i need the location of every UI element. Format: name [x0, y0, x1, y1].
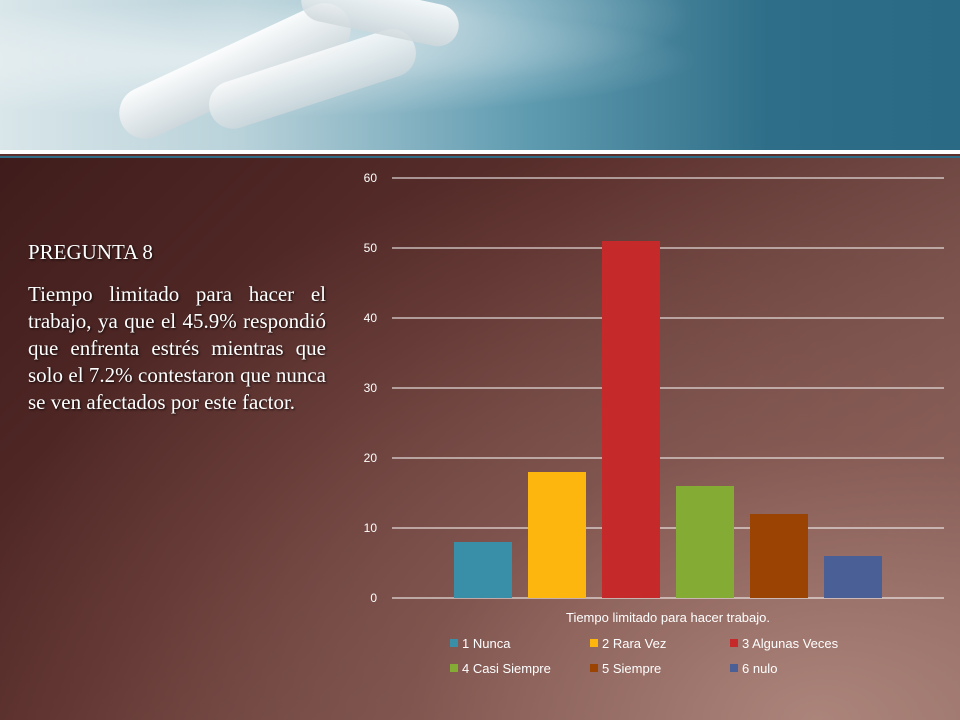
legend-swatch: [590, 664, 598, 672]
banner-divider: [0, 150, 960, 154]
y-tick-label: 20: [364, 451, 378, 465]
y-tick-label: 10: [364, 521, 378, 535]
legend-label: 4 Casi Siempre: [462, 661, 551, 676]
chart-gridlines: [392, 177, 944, 599]
bar-6: [824, 556, 882, 598]
legend-swatch: [450, 639, 458, 647]
legend-label: 3 Algunas Veces: [742, 636, 839, 651]
legend-label: 2 Rara Vez: [602, 636, 666, 651]
bar-1: [454, 542, 512, 598]
x-axis-label: Tiempo limitado para hacer trabajo.: [566, 610, 770, 625]
slide-background: [0, 158, 960, 720]
bar-4: [676, 486, 734, 598]
y-tick-label: 50: [364, 241, 378, 255]
legend-label: 1 Nunca: [462, 636, 511, 651]
chart-y-tick-labels: 0 10 20 30 40 50 60: [364, 171, 378, 605]
legend-swatch: [730, 664, 738, 672]
legend-swatch: [730, 639, 738, 647]
legend-swatch: [450, 664, 458, 672]
y-tick-label: 30: [364, 381, 378, 395]
y-tick-label: 0: [370, 591, 377, 605]
bar-2: [528, 472, 586, 598]
y-tick-label: 40: [364, 311, 378, 325]
legend-label: 6 nulo: [742, 661, 777, 676]
question-title: PREGUNTA 8: [28, 240, 153, 264]
header-banner-image: [0, 0, 960, 150]
question-body: Tiempo limitado para hacer el trabajo, y…: [28, 282, 326, 414]
y-tick-label: 60: [364, 171, 378, 185]
chart-legend: 1 Nunca 2 Rara Vez 3 Algunas Veces 4 Casi S…: [450, 636, 839, 676]
bar-3: [602, 241, 660, 598]
question-text-block: PREGUNTA 8 Tiempo limitado para hacer el…: [28, 240, 326, 416]
bar-5: [750, 514, 808, 598]
legend-swatch: [590, 639, 598, 647]
chart-bars: [454, 241, 882, 598]
banner-divider-accent: [0, 156, 960, 158]
legend-label: 5 Siempre: [602, 661, 661, 676]
